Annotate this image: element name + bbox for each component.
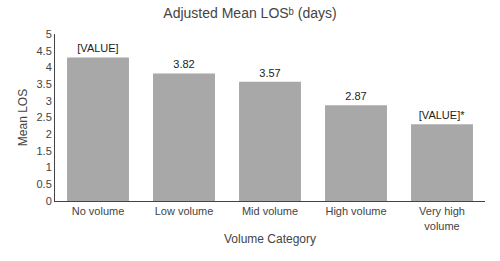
svg-text:2: 2 — [46, 128, 52, 140]
svg-text:2.87: 2.87 — [345, 90, 366, 102]
svg-text:3.82: 3.82 — [173, 58, 194, 70]
svg-text:[VALUE]*: [VALUE]* — [419, 109, 465, 121]
svg-text:Low volume: Low volume — [155, 205, 214, 217]
svg-text:Volume Category: Volume Category — [224, 232, 316, 246]
svg-text:0.5: 0.5 — [37, 178, 52, 190]
svg-text:3.5: 3.5 — [37, 78, 52, 90]
svg-text:1: 1 — [46, 161, 52, 173]
svg-text:Mean LOS: Mean LOS — [16, 89, 30, 146]
svg-text:5: 5 — [46, 28, 52, 40]
svg-text:0: 0 — [46, 195, 52, 207]
svg-text:2.5: 2.5 — [37, 111, 52, 123]
svg-text:Adjusted Mean LOSᵇ (days): Adjusted Mean LOSᵇ (days) — [163, 5, 336, 21]
svg-text:4.5: 4.5 — [37, 45, 52, 57]
svg-text:4: 4 — [46, 61, 52, 73]
svg-text:Very highvolume: Very highvolume — [419, 205, 465, 231]
svg-text:No volume: No volume — [72, 205, 125, 217]
svg-text:3.57: 3.57 — [259, 67, 280, 79]
svg-text:[VALUE]: [VALUE] — [77, 42, 118, 54]
svg-text:High volume: High volume — [325, 205, 386, 217]
svg-text:Mid volume: Mid volume — [242, 205, 298, 217]
svg-text:1.5: 1.5 — [37, 145, 52, 157]
svg-text:3: 3 — [46, 95, 52, 107]
